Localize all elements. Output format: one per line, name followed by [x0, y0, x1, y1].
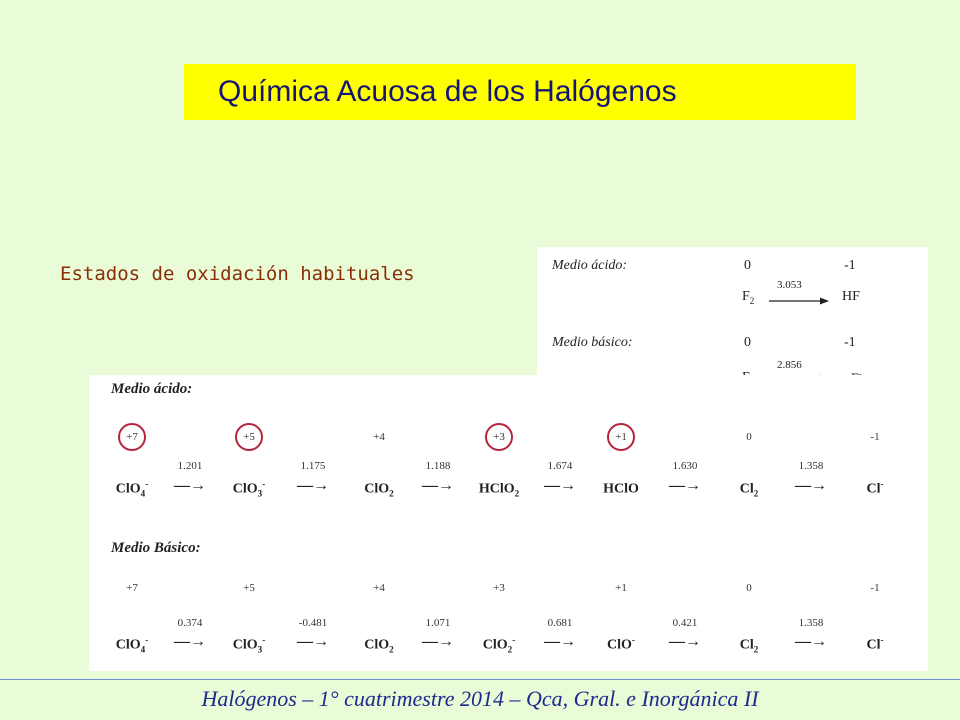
basic-species: ClO2: [364, 637, 394, 655]
fluorine-diagram: Medio ácido: 0 -1 3.053 F2 HF Medio bási…: [537, 247, 928, 387]
basic-ox-state: +3: [493, 582, 505, 594]
acid-potential-value: 1.358: [798, 460, 824, 472]
acid-ox-circle: [235, 423, 263, 451]
acid-potential-value: 1.630: [672, 460, 698, 472]
basic-arrow: —→: [795, 633, 827, 650]
basic-arrow: —→: [422, 633, 454, 650]
basic-ox-state: +7: [126, 582, 138, 594]
basic-potential-value: 1.071: [425, 617, 451, 629]
fluor-acid-value: 3.053: [777, 279, 802, 291]
acid-species: ClO3-: [232, 479, 266, 499]
fluor-acid-left-species: F2: [742, 289, 755, 306]
fluor-acid-ox-right: -1: [844, 258, 856, 273]
acid-heading: Medio ácido:: [111, 381, 193, 397]
basic-ox-state: 0: [746, 582, 752, 594]
acid-species: ClO2: [364, 481, 394, 499]
acid-species: HClO: [603, 481, 639, 497]
basic-species: Cl-: [866, 635, 884, 653]
acid-arrow: —→: [544, 477, 576, 494]
acid-potential-value: 1.188: [425, 460, 451, 472]
subtitle: Estados de oxidación habituales: [60, 263, 415, 285]
acid-potential-value: 1.201: [177, 460, 203, 472]
basic-species: ClO4-: [115, 635, 149, 655]
acid-potential-value: 1.674: [547, 460, 573, 472]
fluor-basic-label: Medio básico:: [552, 335, 633, 350]
title-banner: Química Acuosa de los Halógenos: [184, 64, 856, 120]
acid-species: Cl-: [866, 479, 884, 497]
basic-arrow: —→: [297, 633, 329, 650]
basic-species: ClO-: [607, 635, 635, 653]
basic-arrow: —→: [174, 633, 206, 650]
acid-species: ClO4-: [115, 479, 149, 499]
acid-ox-circle: [118, 423, 146, 451]
acid-ox-state: -1: [870, 431, 880, 443]
basic-arrow: —→: [669, 633, 701, 650]
basic-potential-value: 1.358: [798, 617, 824, 629]
acid-species: Cl2: [739, 481, 759, 499]
acid-species: HClO2: [478, 481, 520, 499]
acid-potential-value: 1.175: [300, 460, 326, 472]
fluor-acid-right-species: HF: [842, 289, 860, 304]
acid-ox-circle: [607, 423, 635, 451]
basic-ox-state: -1: [870, 582, 880, 594]
footer-text: Halógenos – 1° cuatrimestre 2014 – Qca, …: [201, 686, 759, 711]
fluor-acid-ox-left: 0: [744, 258, 751, 273]
basic-heading: Medio Básico:: [111, 540, 201, 556]
fluor-basic-ox-left: 0: [744, 335, 751, 350]
acid-ox-state: +4: [373, 431, 385, 443]
basic-species: Cl2: [739, 637, 759, 655]
fluor-acid-arrow: [769, 297, 829, 305]
basic-arrow: —→: [544, 633, 576, 650]
acid-arrow: —→: [174, 477, 206, 494]
basic-potential-value: 0.374: [177, 617, 203, 629]
basic-potential-value: 0.421: [672, 617, 698, 629]
basic-ox-state: +1: [615, 582, 627, 594]
acid-arrow: —→: [669, 477, 701, 494]
basic-ox-state: +5: [243, 582, 255, 594]
basic-potential-value: -0.481: [298, 617, 328, 629]
acid-arrow: —→: [795, 477, 827, 494]
acid-ox-circle: [485, 423, 513, 451]
acid-ox-state: 0: [746, 431, 752, 443]
acid-arrow: —→: [297, 477, 329, 494]
slide-title: Química Acuosa de los Halógenos: [218, 75, 677, 108]
fluor-basic-ox-right: -1: [844, 335, 856, 350]
basic-species: ClO3-: [232, 635, 266, 655]
footer-divider: [0, 679, 960, 680]
basic-ox-state: +4: [373, 582, 385, 594]
fluor-basic-value: 2.856: [777, 359, 802, 371]
fluor-acid-label: Medio ácido:: [552, 258, 628, 273]
basic-potential-value: 0.681: [547, 617, 573, 629]
chlorine-latimer-diagram: Medio ácido: Medio Básico: +7 +5 +4 +3 +1 0 -1…: [89, 375, 928, 671]
basic-species: ClO2-: [482, 635, 516, 655]
acid-arrow: —→: [422, 477, 454, 494]
